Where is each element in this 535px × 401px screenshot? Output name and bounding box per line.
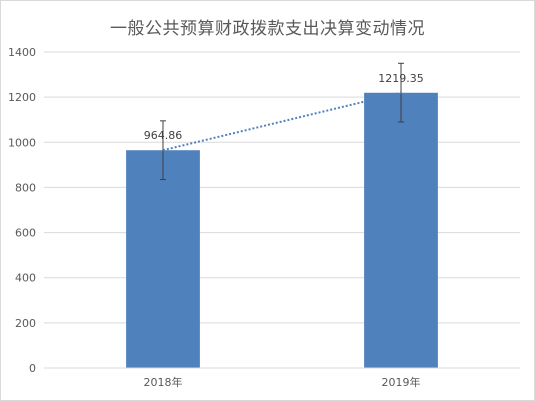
bar-series bbox=[126, 92, 438, 369]
y-axis-tick-labels: 0 200 400 600 800 1000 1200 1400 bbox=[8, 46, 36, 375]
y-tick-label: 1200 bbox=[8, 91, 36, 104]
data-labels: 964.86 1219.35 bbox=[144, 72, 424, 142]
x-tick-label: 2018年 bbox=[144, 375, 183, 389]
y-tick-label: 400 bbox=[15, 272, 36, 285]
x-axis: 2018年 2019年 bbox=[44, 367, 520, 389]
data-label: 1219.35 bbox=[378, 72, 424, 85]
y-tick-label: 0 bbox=[29, 362, 36, 375]
y-tick-label: 200 bbox=[15, 317, 36, 330]
y-tick-label: 600 bbox=[15, 227, 36, 240]
trendline-group bbox=[162, 91, 402, 152]
chart-title: 一般公共预算财政拨款支出决算变动情况 bbox=[110, 19, 425, 39]
x-tick-label: 2019年 bbox=[382, 375, 421, 389]
gridlines bbox=[44, 51, 520, 369]
bar bbox=[126, 150, 200, 368]
y-tick-label: 1000 bbox=[8, 136, 36, 149]
data-label: 964.86 bbox=[144, 129, 183, 142]
y-tick-label: 800 bbox=[15, 181, 36, 194]
y-tick-label: 1400 bbox=[8, 46, 36, 59]
bar bbox=[364, 92, 438, 369]
trendline bbox=[162, 91, 402, 152]
